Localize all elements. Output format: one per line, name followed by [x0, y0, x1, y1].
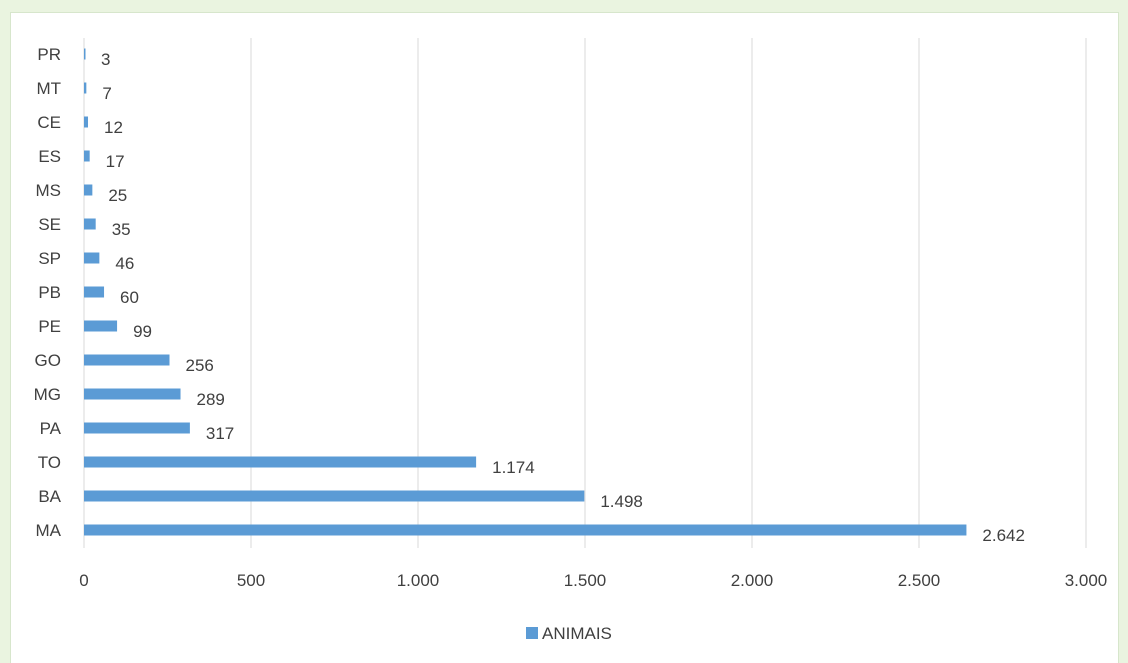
bar — [84, 456, 477, 468]
bar — [84, 150, 90, 162]
category-label: MS — [36, 181, 62, 200]
data-label: 7 — [102, 84, 111, 103]
category-label: SE — [38, 215, 61, 234]
data-label: 289 — [197, 390, 225, 409]
bar — [84, 82, 87, 94]
gridlines — [250, 38, 1087, 548]
bar — [84, 388, 181, 400]
data-label: 2.642 — [982, 526, 1025, 545]
bar — [84, 524, 967, 536]
category-label: MT — [36, 79, 61, 98]
category-label: PA — [40, 419, 62, 438]
category-label: GO — [35, 351, 61, 370]
data-label: 60 — [120, 288, 139, 307]
chart-area — [10, 12, 1119, 663]
data-label: 12 — [104, 118, 123, 137]
legend-swatch — [526, 627, 538, 639]
bar — [84, 354, 170, 366]
bar — [84, 286, 105, 298]
category-label: TO — [38, 453, 61, 472]
data-label: 1.174 — [492, 458, 535, 477]
category-label: ES — [38, 147, 61, 166]
x-tick-label: 1.500 — [564, 571, 607, 590]
category-label: CE — [37, 113, 61, 132]
x-tick-label: 1.000 — [397, 571, 440, 590]
category-label: PE — [38, 317, 61, 336]
data-label: 17 — [106, 152, 125, 171]
legend: ANIMAIS — [526, 624, 612, 643]
category-label: PB — [38, 283, 61, 302]
data-label: 3 — [101, 50, 110, 69]
data-label: 25 — [108, 186, 127, 205]
bar — [84, 490, 585, 502]
bar — [84, 116, 89, 128]
data-label: 35 — [112, 220, 131, 239]
category-label: SP — [38, 249, 61, 268]
bar — [84, 252, 100, 264]
bar — [84, 422, 190, 434]
category-label: MG — [34, 385, 61, 404]
data-label: 317 — [206, 424, 234, 443]
bar — [84, 320, 118, 332]
bar — [84, 48, 86, 60]
x-tick-label: 500 — [237, 571, 265, 590]
x-tick-label: 0 — [79, 571, 88, 590]
x-tick-label: 2.500 — [898, 571, 941, 590]
category-label: MA — [36, 521, 62, 540]
bar — [84, 184, 93, 196]
data-label: 99 — [133, 322, 152, 341]
legend-label: ANIMAIS — [542, 624, 612, 643]
bar — [84, 218, 96, 230]
category-label: BA — [38, 487, 61, 506]
x-tick-label: 2.000 — [731, 571, 774, 590]
data-label: 46 — [115, 254, 134, 273]
x-tick-label: 3.000 — [1065, 571, 1108, 590]
data-label: 1.498 — [600, 492, 643, 511]
data-label: 256 — [186, 356, 214, 375]
category-label: PR — [37, 45, 61, 64]
